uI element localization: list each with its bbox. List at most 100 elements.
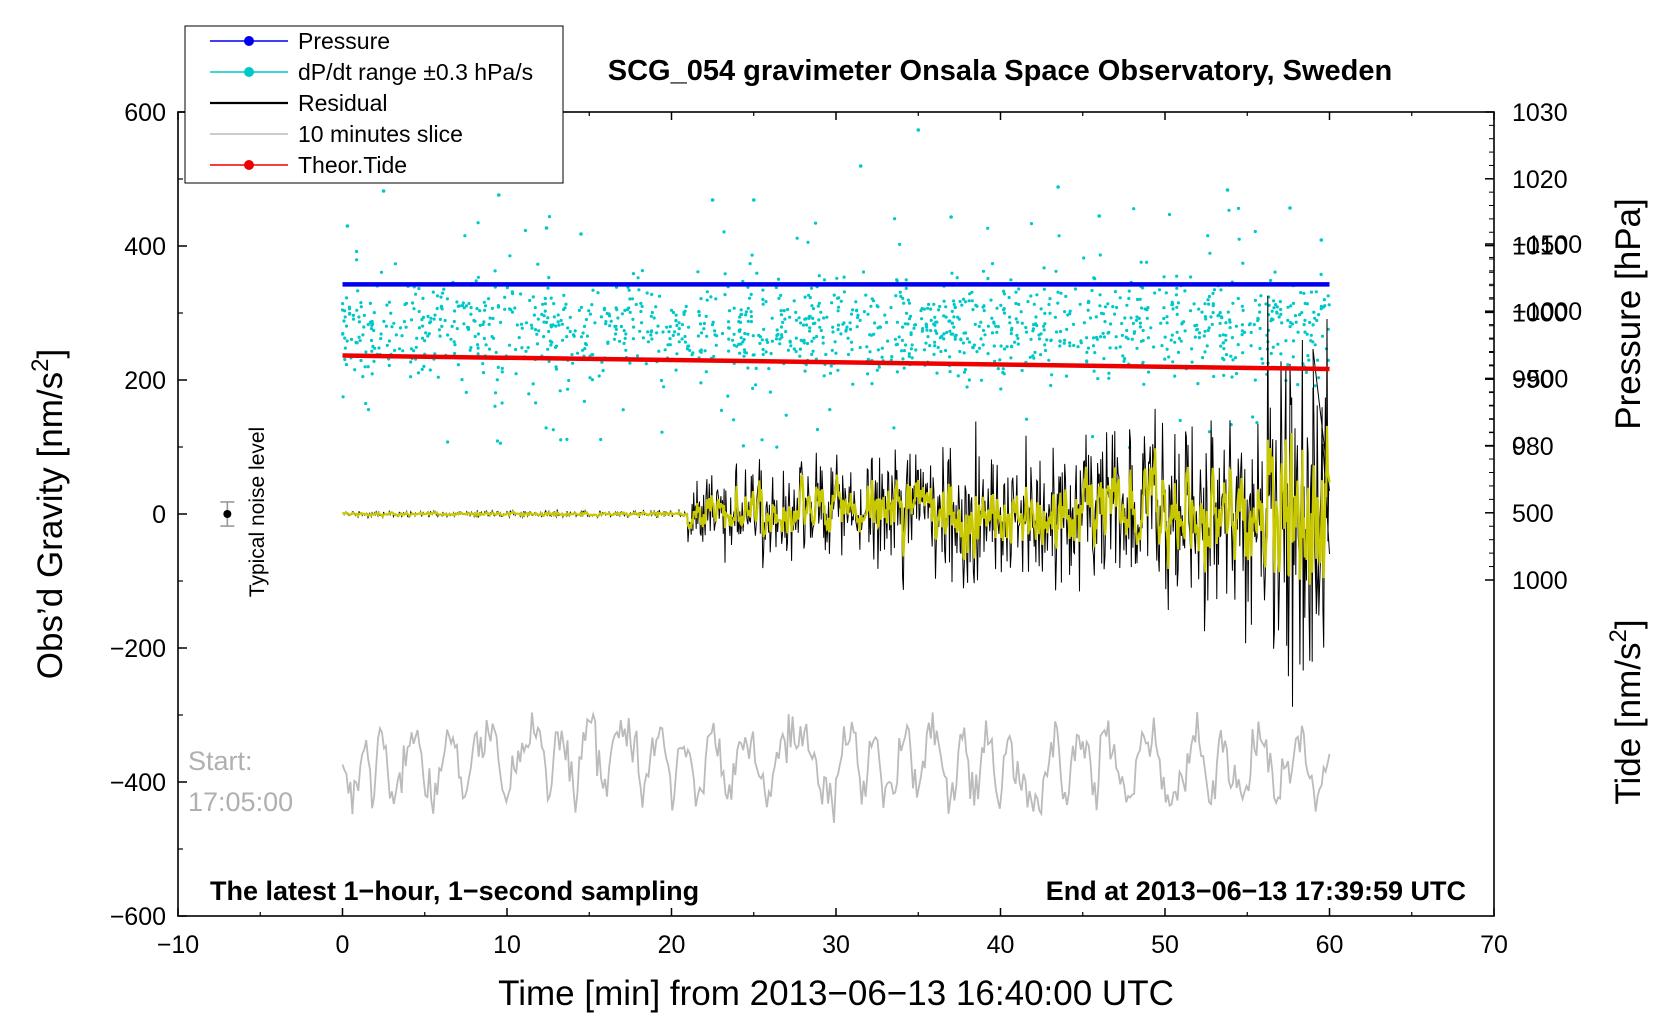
legend-label: Pressure [298,28,390,54]
dpdt-point [961,341,966,345]
dpdt-point [727,337,731,341]
dpdt-point [965,337,970,341]
dpdt-point [784,330,788,334]
dpdt-point [865,345,869,349]
dpdt-point [562,293,566,297]
dpdt-point [1227,208,1231,212]
dpdt-point [417,326,421,330]
dpdt-point [561,338,565,342]
dpdt-point [848,327,853,331]
dpdt-point [819,310,823,314]
x-tick-label: −10 [157,931,199,959]
dpdt-point [495,378,499,382]
dpdt-point [355,341,359,345]
dpdt-point [868,350,872,354]
dpdt-point [1305,332,1309,336]
dpdt-point [1135,315,1139,319]
dpdt-point [894,294,898,298]
legend-marker [244,160,254,170]
dpdt-point [476,343,480,347]
dpdt-point [1251,415,1255,419]
dpdt-point [685,347,690,351]
dpdt-point [737,329,742,333]
dpdt-point [786,348,791,352]
dpdt-point [431,290,435,294]
dpdt-point [1162,275,1166,279]
dpdt-point [990,316,994,320]
dpdt-point [673,330,677,334]
dpdt-point [503,295,507,299]
dpdt-point [869,304,873,308]
dpdt-point [531,295,535,299]
x-tick-label: 50 [1151,931,1179,959]
dpdt-point [894,343,898,347]
dpdt-point [1109,322,1113,326]
legend-marker [244,67,254,77]
data-layer [220,128,1331,823]
dpdt-point [505,286,509,290]
dpdt-point [1079,339,1083,343]
dpdt-point [551,428,555,432]
dpdt-point [904,286,908,290]
dpdt-point [920,307,924,311]
dpdt-point [482,320,486,324]
dpdt-point [1176,301,1180,305]
dpdt-point [579,335,584,339]
dpdt-point [789,344,793,348]
dpdt-point [500,366,504,370]
dpdt-point [1132,331,1136,335]
dpdt-point [570,353,574,357]
dpdt-point [711,320,715,324]
dpdt-point [866,372,870,376]
dpdt-point [849,312,854,316]
dpdt-point [482,300,486,304]
dpdt-point [815,427,820,432]
dpdt-point [556,313,560,317]
dpdt-point [361,333,365,337]
dpdt-point [864,293,868,297]
dpdt-point [1236,343,1240,347]
dpdt-point [571,333,576,337]
dpdt-point [899,294,903,298]
dpdt-point [1306,354,1310,358]
dpdt-point [620,312,625,316]
dpdt-point [389,311,393,315]
dpdt-point [520,326,524,330]
dpdt-point [462,306,466,310]
dpdt-point [1138,321,1142,325]
dpdt-point [1311,323,1315,327]
noise-level-label: Typical noise level [246,427,269,597]
dpdt-point [995,330,999,334]
dpdt-point [1094,315,1098,319]
legend-box [184,25,564,184]
dpdt-point [534,401,538,405]
dpdt-point [979,320,983,324]
dpdt-point [1175,330,1179,334]
dpdt-point [1142,382,1146,386]
dpdt-point [671,310,676,315]
dpdt-point [944,315,948,319]
dpdt-point [1056,290,1060,294]
dpdt-point [1136,297,1140,302]
dpdt-point [393,348,397,352]
dpdt-point [769,351,773,356]
dpdt-point [640,304,644,308]
dpdt-point [968,292,972,296]
dpdt-point [1219,315,1223,319]
dpdt-point [751,334,755,338]
dpdt-point [933,344,937,348]
dpdt-point [357,335,361,339]
dpdt-point [1005,345,1009,349]
dpdt-point [962,351,966,355]
dpdt-point [705,298,709,302]
dpdt-point [435,306,439,311]
x-tick-label: 30 [822,931,850,959]
dpdt-point [767,367,771,371]
dpdt-point [529,323,534,327]
dpdt-point [1141,328,1145,333]
legend: Pressure dP/dt range ±0.3 hPa/s Residual 10… [184,25,564,184]
dpdt-point [590,378,595,382]
dpdt-point [892,426,896,430]
dpdt-point [1271,345,1275,349]
dpdt-point [809,286,814,290]
